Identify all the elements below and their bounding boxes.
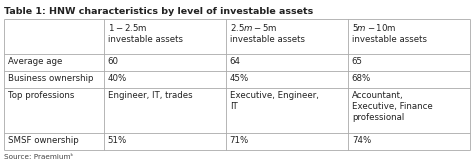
Text: 71%: 71%: [230, 136, 249, 145]
Text: Source: Praemiumᵏ: Source: Praemiumᵏ: [4, 154, 73, 160]
Text: Average age: Average age: [8, 57, 62, 66]
Text: Accountant,
Executive, Finance
professional: Accountant, Executive, Finance professio…: [352, 91, 433, 122]
Text: Engineer, IT, trades: Engineer, IT, trades: [108, 91, 192, 100]
Text: $5m - $10m
investable assets: $5m - $10m investable assets: [352, 22, 427, 44]
Text: $2.5m - $5m
investable assets: $2.5m - $5m investable assets: [230, 22, 305, 44]
Text: Executive, Engineer,
IT: Executive, Engineer, IT: [230, 91, 319, 111]
Text: $1- $2.5m
investable assets: $1- $2.5m investable assets: [108, 22, 182, 44]
Text: Table 1: HNW characteristics by level of investable assets: Table 1: HNW characteristics by level of…: [4, 7, 313, 16]
Text: 74%: 74%: [352, 136, 371, 145]
Text: 64: 64: [230, 57, 241, 66]
Text: Business ownership: Business ownership: [8, 74, 93, 83]
Text: 60: 60: [108, 57, 118, 66]
Text: 65: 65: [352, 57, 363, 66]
Text: 68%: 68%: [352, 74, 371, 83]
Text: 51%: 51%: [108, 136, 127, 145]
Text: 45%: 45%: [230, 74, 249, 83]
Text: 40%: 40%: [108, 74, 127, 83]
Text: Top professions: Top professions: [8, 91, 74, 100]
Text: SMSF ownership: SMSF ownership: [8, 136, 78, 145]
